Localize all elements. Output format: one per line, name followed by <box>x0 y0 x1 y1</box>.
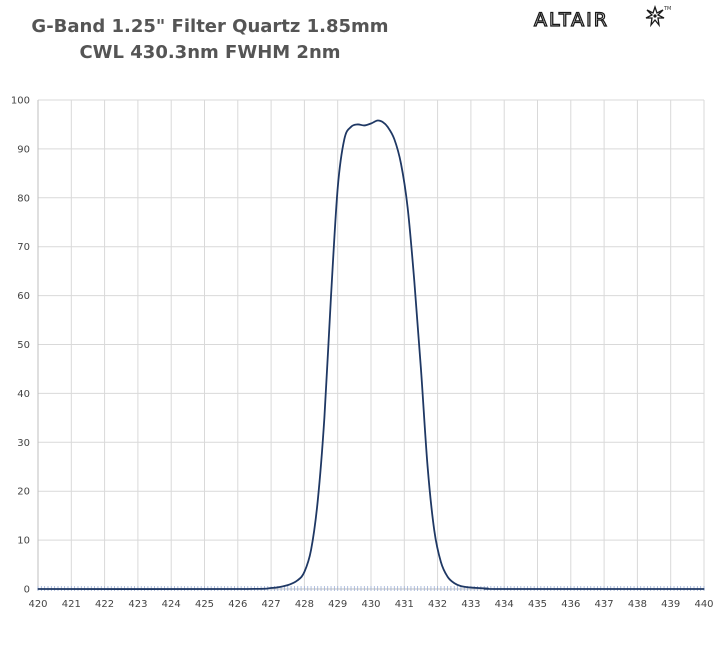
data-point <box>330 295 332 297</box>
data-point <box>317 500 319 502</box>
y-tick-label: 30 <box>17 438 30 449</box>
y-tick-label: 0 <box>24 585 30 596</box>
data-point <box>370 122 372 125</box>
series-layer <box>37 119 705 590</box>
data-point <box>433 529 435 531</box>
data-point <box>270 587 272 589</box>
y-tick-label: 100 <box>11 96 30 107</box>
data-point <box>407 206 409 209</box>
transmission-curve <box>37 119 705 590</box>
x-tick-label: 439 <box>661 599 680 610</box>
data-point <box>453 582 455 584</box>
y-tick-label: 80 <box>17 193 30 204</box>
data-point <box>470 586 472 589</box>
x-tick-label: 433 <box>461 599 480 610</box>
x-tick-label: 421 <box>62 599 81 610</box>
data-point <box>446 576 449 578</box>
data-point <box>393 138 395 140</box>
data-point <box>503 588 505 590</box>
y-tick-label: 70 <box>17 242 30 253</box>
tick-label-layer: 420 421 422 423 424 425 426 427 428 429 430 431 432 4… <box>11 96 714 611</box>
x-tick-label: 430 <box>361 599 380 610</box>
data-point <box>427 466 429 468</box>
data-point <box>343 138 345 140</box>
x-tick-label: 432 <box>428 599 447 610</box>
data-point <box>413 280 415 282</box>
data-point <box>323 417 325 419</box>
chart-title: G-Band 1.25" Filter Quartz 1.85mm CWL 43… <box>30 14 390 66</box>
logo-trademark: TM <box>663 6 671 12</box>
logo-text: ALTAIR <box>534 9 609 31</box>
x-tick-label: 440 <box>694 599 713 610</box>
x-tick-label: 438 <box>628 599 647 610</box>
data-point <box>486 587 489 590</box>
grid-layer <box>37 99 705 590</box>
x-tick-label: 437 <box>595 599 614 610</box>
x-tick-label: 434 <box>495 599 514 610</box>
data-point <box>287 584 289 586</box>
x-tick-label: 428 <box>295 599 314 610</box>
x-tick-label: 431 <box>395 599 414 610</box>
data-point <box>37 588 39 590</box>
y-tick-label: 50 <box>17 340 30 351</box>
x-tick-label: 429 <box>328 599 347 610</box>
y-tick-label: 60 <box>17 291 30 302</box>
x-tick-label: 424 <box>162 599 181 610</box>
data-point <box>703 588 705 590</box>
data-point <box>387 126 389 128</box>
altair-logo: ALTAIR TM <box>532 2 682 36</box>
y-tick-label: 40 <box>17 389 30 400</box>
data-point <box>460 585 462 587</box>
x-tick-label: 435 <box>528 599 547 610</box>
star-burst-icon <box>645 4 665 28</box>
data-point <box>400 162 402 165</box>
data-point <box>350 126 352 128</box>
x-tick-label: 436 <box>561 599 580 610</box>
x-tick-label: 420 <box>28 599 47 610</box>
x-tick-label: 427 <box>262 599 281 610</box>
x-tick-label: 425 <box>195 599 214 610</box>
x-tick-label: 426 <box>228 599 247 610</box>
chart-title-line-2: CWL 430.3nm FWHM 2nm <box>79 42 341 63</box>
data-point <box>297 579 299 581</box>
data-point <box>237 588 239 590</box>
data-point <box>440 561 442 563</box>
data-point <box>357 123 359 126</box>
data-point <box>377 119 379 122</box>
y-tick-label: 90 <box>17 144 30 155</box>
chart-title-line-1: G-Band 1.25" Filter Quartz 1.85mm <box>31 16 389 37</box>
y-tick-label: 20 <box>17 487 30 498</box>
data-point <box>382 121 384 123</box>
data-point <box>310 549 312 551</box>
data-point <box>420 368 422 370</box>
data-point <box>337 187 339 189</box>
y-tick-label: 10 <box>17 536 30 547</box>
x-tick-label: 423 <box>128 599 147 610</box>
data-point <box>303 571 305 573</box>
data-point <box>363 124 365 127</box>
x-tick-label: 422 <box>95 599 114 610</box>
